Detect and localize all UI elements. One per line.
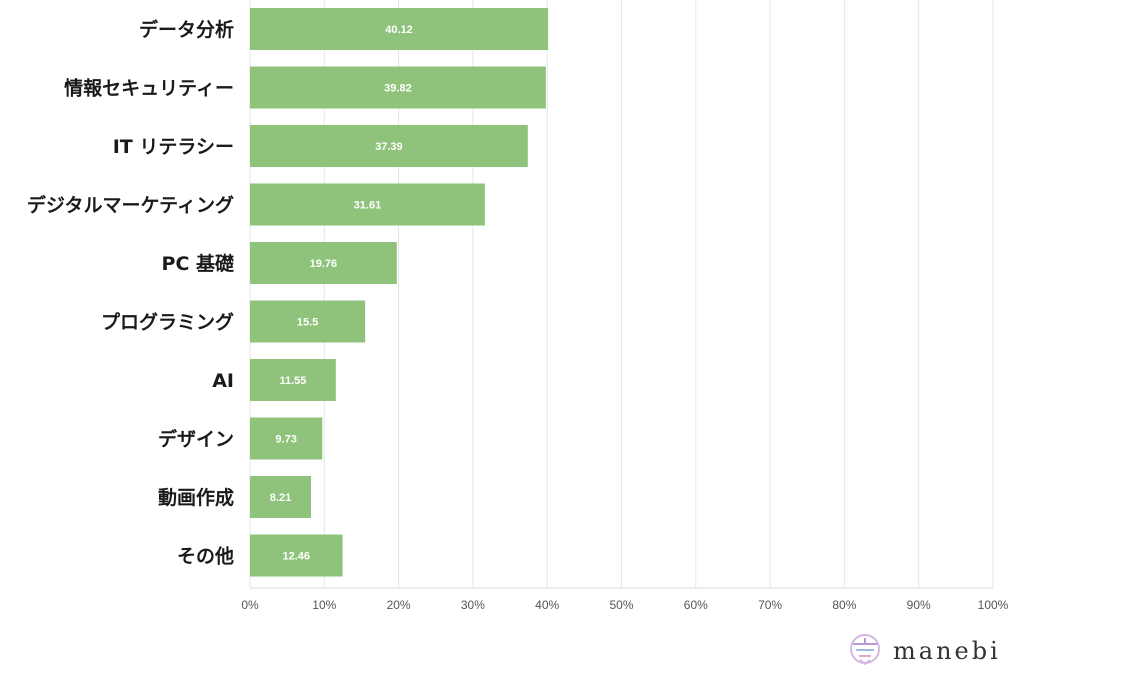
category-label: AI	[212, 370, 234, 392]
bar-value-label: 40.12	[385, 24, 413, 36]
bar-value-label: 8.21	[270, 492, 291, 504]
brand-logo: manebi	[850, 634, 1001, 666]
bar	[250, 242, 397, 284]
category-label: プログラミング	[101, 311, 234, 334]
category-label: デザイン	[158, 428, 234, 451]
x-tick-label: 30%	[461, 598, 485, 612]
bar	[250, 476, 312, 518]
bar	[250, 534, 343, 577]
bar-value-label: 19.76	[310, 258, 338, 270]
category-label: 情報セキュリティー	[64, 77, 234, 100]
bar	[250, 125, 528, 167]
brand-name: manebi	[893, 637, 1001, 665]
category-label: PC 基礎	[162, 252, 234, 275]
category-label: IT リテラシー	[113, 136, 234, 158]
x-tick-label: 50%	[609, 598, 633, 612]
x-axis-ticks: 0% 10% 20% 30% 40% 50% 60% 70% 80% 90% 100%	[241, 598, 1008, 612]
x-tick-label: 80%	[832, 598, 856, 612]
bar	[250, 8, 549, 50]
bar	[250, 300, 366, 343]
x-tick-label: 10%	[312, 598, 336, 612]
bar	[250, 66, 546, 109]
x-tick-label: 20%	[387, 598, 411, 612]
manebi-logo-icon	[850, 634, 880, 666]
bar-value-label: 9.73	[275, 434, 296, 446]
bar-value-label: 15.5	[297, 317, 318, 329]
x-tick-label: 100%	[978, 598, 1009, 612]
category-label: 動画作成	[158, 486, 234, 509]
x-tick-label: 60%	[684, 598, 708, 612]
bar-value-label: 12.46	[283, 551, 311, 563]
category-label: デジタルマーケティング	[27, 194, 234, 217]
bar-value-label: 11.55	[279, 375, 306, 387]
category-label: データ分析	[139, 18, 234, 41]
x-tick-label: 40%	[535, 598, 559, 612]
x-tick-label: 70%	[758, 598, 782, 612]
bar	[250, 183, 485, 226]
category-label: その他	[177, 545, 234, 568]
bar-value-label: 31.61	[354, 200, 382, 212]
x-tick-label: 90%	[907, 598, 931, 612]
bars: 40.12 39.82 37.39 31.61 19.76 15.5 11.55 9.73 8.…	[250, 8, 549, 577]
bar	[250, 417, 323, 460]
x-tick-label: 0%	[241, 598, 259, 612]
bar-value-label: 37.39	[375, 141, 403, 153]
bar-value-label: 39.82	[384, 83, 412, 95]
bar	[250, 359, 336, 401]
